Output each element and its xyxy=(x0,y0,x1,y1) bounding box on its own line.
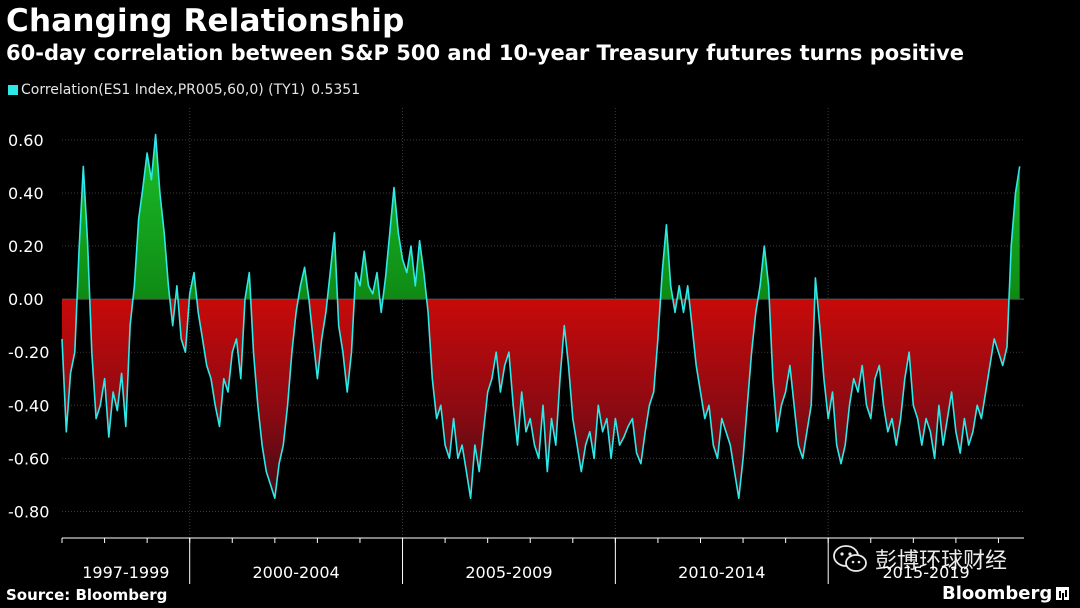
y-tick-label: -0.60 xyxy=(8,449,49,468)
source-note: Source: Bloomberg xyxy=(6,586,168,604)
x-period-label: 2015-2019 xyxy=(882,563,969,582)
positive-area xyxy=(62,134,1020,300)
y-tick-label: -0.20 xyxy=(8,343,49,362)
bloomberg-icon xyxy=(1056,587,1070,600)
legend-label: Correlation(ES1 Index,PR005,60,0) (TY1) xyxy=(21,82,306,98)
legend: Correlation(ES1 Index,PR005,60,0) (TY1) … xyxy=(8,82,360,98)
wechat-icon xyxy=(833,545,867,572)
chart-title: Changing Relationship xyxy=(6,3,405,39)
y-tick-label: 0.60 xyxy=(8,131,44,150)
brand-text: Bloomberg xyxy=(942,583,1053,604)
legend-value: 0.5351 xyxy=(311,82,361,98)
y-tick-label: -0.40 xyxy=(8,396,49,415)
bloomberg-logo: Bloomberg xyxy=(942,583,1070,604)
watermark: 彭博环球财经 xyxy=(833,543,1007,575)
legend-swatch xyxy=(8,85,18,95)
y-tick-label: -0.80 xyxy=(8,502,49,521)
series-line xyxy=(61,133,1021,500)
x-period-label: 2005-2009 xyxy=(465,563,552,582)
x-period-label: 2010-2014 xyxy=(678,563,765,582)
chart-subtitle: 60-day correlation between S&P 500 and 1… xyxy=(6,41,965,65)
watermark-text: 彭博环球财经 xyxy=(875,549,1008,574)
y-tick-label: 0.00 xyxy=(8,290,44,309)
negative-area xyxy=(62,299,1009,499)
x-period-label: 2000-2004 xyxy=(253,563,340,582)
y-tick-label: 0.40 xyxy=(8,184,44,203)
y-tick-label: 0.20 xyxy=(8,237,44,256)
x-period-label: 1997-1999 xyxy=(82,563,169,582)
